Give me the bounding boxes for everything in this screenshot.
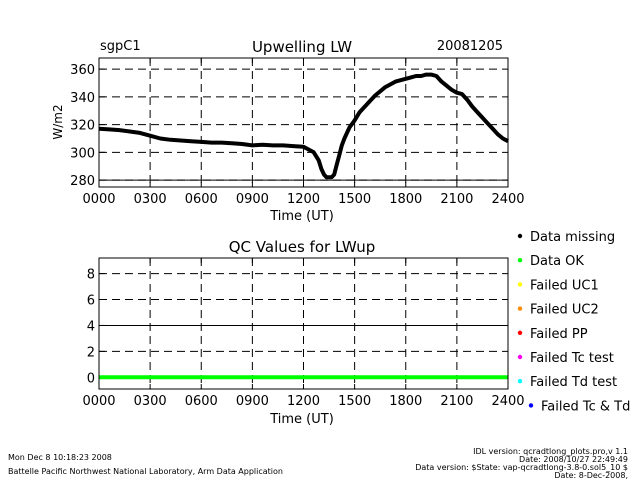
chart1-xtick-label: 2100 [440, 192, 473, 207]
chart2-xtick-label: 0900 [236, 394, 269, 409]
site-label: sgpC1 [100, 39, 141, 54]
date-label: 20081205 [437, 39, 503, 54]
footer-idl-date: Date: 2008/10/27 22:49:49 [519, 455, 628, 464]
chart2-xtick-label: 1200 [287, 394, 320, 409]
chart2-xtick-label: 0300 [134, 394, 167, 409]
legend-label: Failed UC2 [530, 303, 599, 318]
legend-label: Data OK [530, 254, 584, 269]
chart2-ytick-label: 4 [87, 319, 95, 334]
chart2-frame [98, 257, 509, 390]
legend-marker [517, 233, 523, 239]
chart2-ytick-label: 0 [87, 371, 95, 386]
chart2-xlabel: Time (UT) [269, 412, 334, 427]
chart1-ytick-label: 280 [70, 174, 95, 189]
chart1-frame [98, 57, 509, 188]
chart2-ytick-label: 8 [87, 268, 95, 283]
legend-marker [517, 282, 523, 287]
chart1-ytick-label: 320 [70, 119, 95, 134]
chart1-xtick-label: 1500 [338, 192, 371, 207]
legend-label: Failed Tc & Td [541, 399, 630, 414]
chart1-xtick-label: 0300 [134, 192, 167, 207]
chart2-xtick-label: 2400 [491, 394, 524, 409]
legend-marker [528, 403, 534, 408]
footer-idl-version: IDL version: qcradtlong_plots.pro,v 1.1 [473, 447, 628, 456]
chart2-plot: 0000 0300 0600 0900 1200 1500 1800 2100 2400 0 2 4 6… [82, 257, 525, 409]
chart1-title: Upwelling LW [252, 38, 352, 56]
chart1-ylabel: W/m2 [51, 104, 65, 139]
chart2-xtick-label: 0000 [82, 394, 115, 409]
footer-data-date: Date: 8-Dec-2008, [554, 471, 628, 480]
chart2-xtick-label: 1500 [338, 394, 371, 409]
legend-marker [517, 379, 523, 384]
chart1-ytick-label: 300 [70, 146, 95, 161]
footer-timestamp: Mon Dec 8 10:18:23 2008 [8, 453, 112, 462]
legend-marker [517, 258, 523, 263]
chart1-series-line [98, 72, 509, 180]
chart1-xtick-label: 0000 [82, 192, 115, 207]
chart2-xtick-label: 2100 [440, 394, 473, 409]
chart1-xtick-label: 0900 [236, 192, 269, 207]
legend-marker [517, 354, 523, 360]
chart1-xlabel: Time (UT) [269, 209, 334, 224]
chart1-xtick-label: 1200 [287, 192, 320, 207]
legend-label: Failed PP [530, 327, 588, 342]
chart1-xtick-label: 2400 [491, 192, 524, 207]
chart2-xtick-label: 1800 [389, 394, 422, 409]
chart2-ytick-label: 2 [87, 345, 95, 360]
qc-legend: Data missing Data OK Failed UC1 Failed UC2 F… [517, 230, 630, 414]
legend-label: Failed UC1 [530, 278, 599, 293]
chart1-xtick-label: 1800 [389, 192, 422, 207]
footer-institution: Battelle Pacific Northwest National Labo… [8, 467, 283, 476]
legend-label: Failed Tc test [530, 351, 614, 366]
legend-label: Data missing [530, 230, 615, 245]
chart1-xtick-label: 0600 [185, 192, 218, 207]
legend-label: Failed Td test [530, 375, 617, 390]
legend-marker [517, 306, 523, 311]
legend-marker [517, 330, 523, 335]
chart1-ytick-label: 340 [70, 91, 95, 106]
chart2-title: QC Values for LWup [229, 238, 376, 256]
chart1-plot: 0000 0300 0600 0900 1200 1500 1800 2100 2400 280 3… [70, 57, 525, 207]
footer-data-version: Data version: $State: vap-qcradtlong-3.8… [415, 463, 628, 472]
chart1-ytick-label: 360 [70, 63, 95, 78]
chart2-ytick-label: 6 [87, 294, 95, 309]
chart2-xtick-label: 0600 [185, 394, 218, 409]
